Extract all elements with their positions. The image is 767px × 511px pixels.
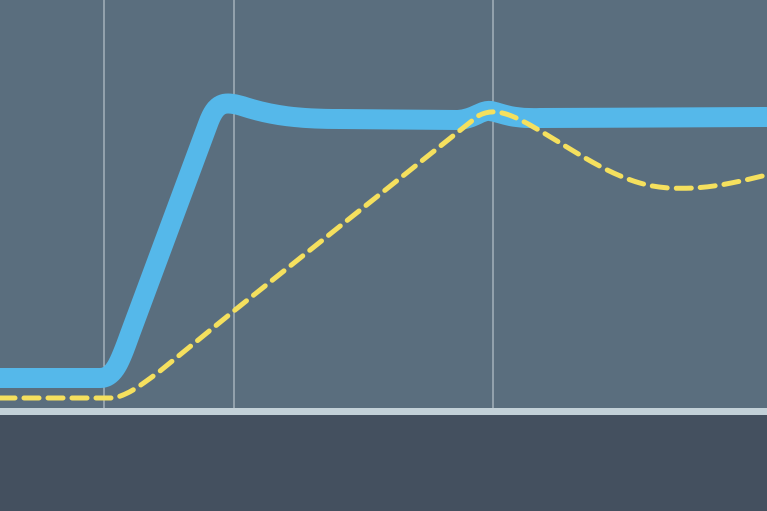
baseline: [0, 408, 767, 415]
footer-panel: [0, 415, 767, 511]
dashed-curve: [0, 109, 767, 401]
